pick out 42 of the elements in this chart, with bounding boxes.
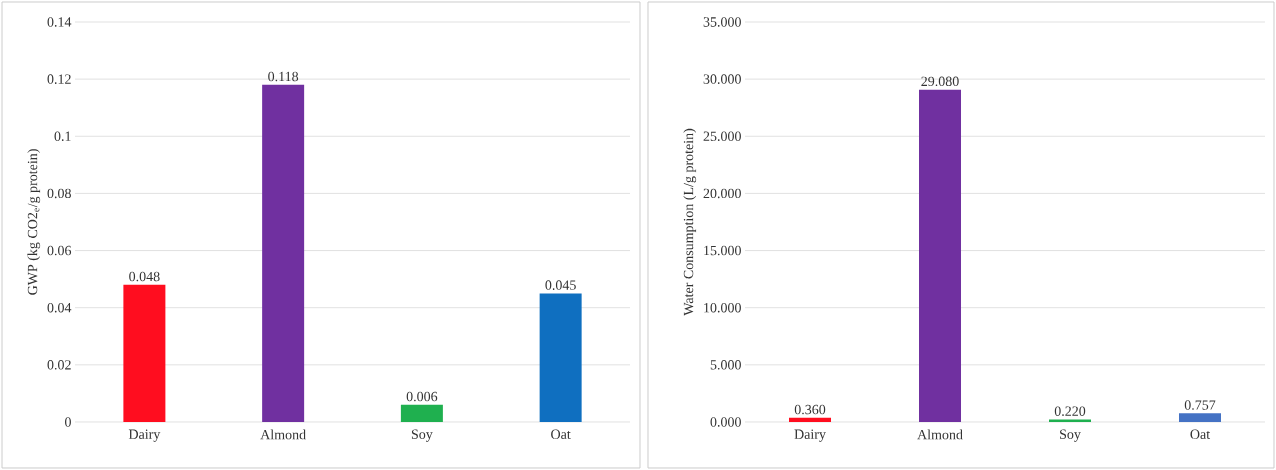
data-label: 0.757: [1184, 400, 1216, 410]
x-tick-label: Dairy: [794, 429, 826, 442]
bar: [123, 284, 166, 422]
y-tick-label: 20.000: [703, 188, 741, 199]
bar: [1049, 419, 1091, 422]
x-tick-label: Soy: [1060, 429, 1081, 442]
data-label: 0.045: [545, 280, 576, 290]
x-tick-label: Oat: [1190, 429, 1211, 439]
y-tick-label: 15.000: [704, 245, 741, 256]
x-tick-label: Almond: [260, 429, 306, 440]
x-tick-label: Soy: [411, 429, 433, 442]
y-tick-label: 30.000: [703, 74, 741, 84]
x-tick-label: Almond: [917, 429, 963, 440]
bar: [400, 404, 443, 422]
data-label: 0.048: [129, 271, 160, 282]
y-tick-label: 35.000: [703, 17, 741, 27]
y-tick-label: 0.000: [710, 417, 741, 427]
y-tick-label: 0.14: [47, 17, 72, 27]
bar: [539, 293, 582, 422]
data-label: 29.080: [921, 76, 959, 87]
x-tick-label: Oat: [551, 429, 571, 439]
y-tick-label: 0.04: [47, 302, 72, 313]
data-label: 0.220: [1054, 406, 1086, 416]
y-tick-label: 10.000: [704, 302, 741, 313]
data-label: 0.360: [794, 404, 826, 415]
y-tick-label: 0.02: [47, 360, 71, 370]
data-label: 0.006: [406, 391, 438, 402]
y-axis-title: GWP (kg CO2$_{e}$/g protein): [27, 149, 41, 295]
y-tick-label: 25.000: [703, 131, 741, 142]
y-tick-label: 0.06: [47, 245, 72, 256]
y-tick-label: 5.000: [710, 360, 741, 370]
y-tick-label: 0: [65, 417, 71, 427]
bar: [262, 84, 305, 422]
y-tick-label: 0.12: [47, 74, 71, 84]
bar: [1179, 413, 1221, 422]
bar: [919, 89, 962, 422]
y-tick-label: 0.08: [47, 188, 71, 199]
x-tick-label: Dairy: [128, 429, 161, 442]
data-label: 0.118: [268, 71, 299, 82]
bar: [789, 417, 832, 422]
y-tick-label: 0.1: [54, 131, 71, 142]
y-axis-title: Water Consumption (L/g protein): [683, 128, 697, 316]
